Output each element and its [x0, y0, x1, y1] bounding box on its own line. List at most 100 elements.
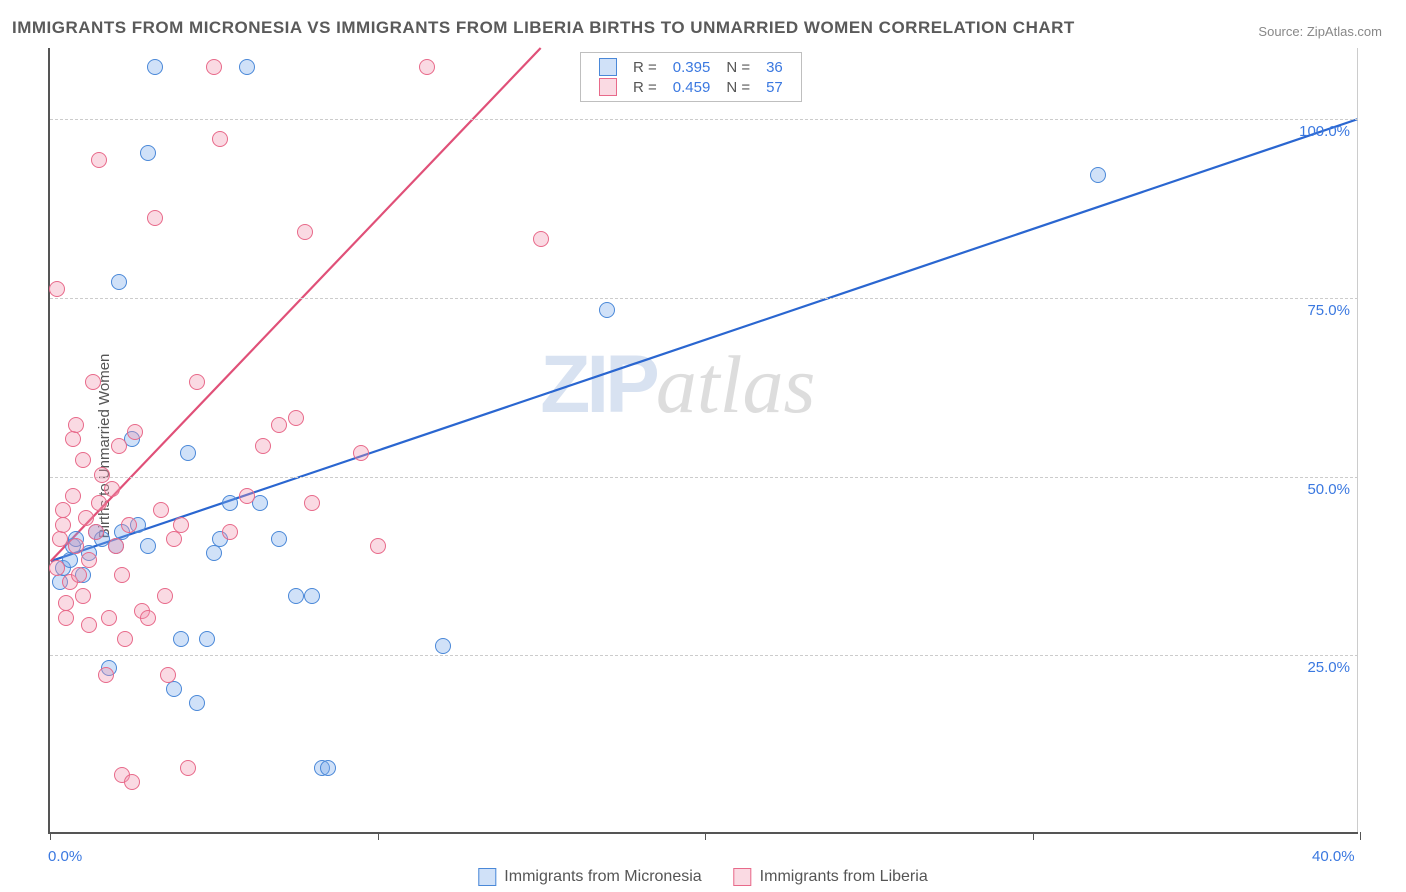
- data-point: [320, 760, 336, 776]
- data-point: [88, 524, 104, 540]
- data-point: [75, 452, 91, 468]
- data-point: [58, 595, 74, 611]
- data-point: [189, 695, 205, 711]
- data-point: [58, 610, 74, 626]
- data-point: [147, 210, 163, 226]
- data-point: [271, 417, 287, 433]
- data-point: [239, 59, 255, 75]
- data-point: [55, 502, 71, 518]
- data-point: [180, 760, 196, 776]
- y-tick-label: 25.0%: [1307, 659, 1350, 676]
- legend-item: Immigrants from Micronesia: [478, 868, 701, 886]
- n-value: 36: [758, 57, 791, 77]
- data-point: [65, 431, 81, 447]
- data-point: [173, 631, 189, 647]
- data-point: [55, 517, 71, 533]
- data-point: [370, 538, 386, 554]
- data-point: [222, 495, 238, 511]
- data-point: [288, 410, 304, 426]
- data-point: [140, 538, 156, 554]
- y-tick-label: 50.0%: [1307, 481, 1350, 498]
- correlation-row: R =0.395N =36: [591, 57, 791, 77]
- data-point: [81, 617, 97, 633]
- n-label: N =: [718, 57, 758, 77]
- data-point: [180, 445, 196, 461]
- data-point: [140, 610, 156, 626]
- data-point: [160, 667, 176, 683]
- data-point: [49, 560, 65, 576]
- source-attribution: Source: ZipAtlas.com: [1258, 24, 1382, 39]
- data-point: [147, 59, 163, 75]
- data-point: [199, 631, 215, 647]
- data-point: [189, 374, 205, 390]
- legend-swatch: [734, 868, 752, 886]
- data-point: [288, 588, 304, 604]
- data-point: [435, 638, 451, 654]
- data-point: [68, 538, 84, 554]
- data-point: [140, 145, 156, 161]
- data-point: [108, 538, 124, 554]
- y-tick-label: 100.0%: [1299, 123, 1350, 140]
- legend-swatch: [478, 868, 496, 886]
- scatter-plot-area: ZIPatlas R =0.395N =36R =0.459N =57 25.0…: [48, 48, 1358, 834]
- data-point: [212, 131, 228, 147]
- gridline: [50, 298, 1358, 299]
- data-point: [157, 588, 173, 604]
- x-tick: [1033, 832, 1034, 840]
- data-point: [65, 488, 81, 504]
- x-tick-label: 40.0%: [1312, 848, 1402, 865]
- gridline: [50, 655, 1358, 656]
- data-point: [121, 517, 137, 533]
- data-point: [222, 524, 238, 540]
- y-tick-label: 75.0%: [1307, 302, 1350, 319]
- trend-line: [51, 48, 541, 561]
- data-point: [114, 567, 130, 583]
- data-point: [111, 274, 127, 290]
- x-tick: [705, 832, 706, 840]
- gridline: [50, 477, 1358, 478]
- data-point: [255, 438, 271, 454]
- data-point: [78, 510, 94, 526]
- data-point: [127, 424, 143, 440]
- x-tick-label: 0.0%: [48, 848, 82, 865]
- series-legend: Immigrants from Micronesia Immigrants fro…: [478, 868, 927, 886]
- legend-label: Immigrants from Micronesia: [504, 868, 701, 886]
- source-label: Source:: [1258, 24, 1303, 39]
- correlation-table: R =0.395N =36R =0.459N =57: [591, 57, 791, 97]
- x-tick: [50, 832, 51, 840]
- data-point: [599, 302, 615, 318]
- data-point: [68, 417, 84, 433]
- data-point: [71, 567, 87, 583]
- trend-lines-layer: [50, 48, 1358, 832]
- data-point: [75, 588, 91, 604]
- data-point: [353, 445, 369, 461]
- x-tick: [378, 832, 379, 840]
- data-point: [117, 631, 133, 647]
- data-point: [271, 531, 287, 547]
- gridline: [50, 119, 1358, 120]
- r-label: R =: [625, 57, 665, 77]
- data-point: [111, 438, 127, 454]
- data-point: [85, 374, 101, 390]
- chart-title: IMMIGRANTS FROM MICRONESIA VS IMMIGRANTS…: [12, 18, 1075, 38]
- data-point: [166, 531, 182, 547]
- data-point: [419, 59, 435, 75]
- data-point: [1090, 167, 1106, 183]
- x-tick: [1360, 832, 1361, 840]
- legend-swatch: [599, 78, 617, 96]
- data-point: [124, 774, 140, 790]
- data-point: [304, 495, 320, 511]
- n-label: N =: [718, 77, 758, 97]
- data-point: [153, 502, 169, 518]
- data-point: [206, 545, 222, 561]
- legend-item: Immigrants from Liberia: [734, 868, 928, 886]
- data-point: [533, 231, 549, 247]
- data-point: [101, 610, 117, 626]
- data-point: [206, 59, 222, 75]
- data-point: [94, 467, 110, 483]
- data-point: [49, 281, 65, 297]
- data-point: [166, 681, 182, 697]
- r-value: 0.395: [665, 57, 719, 77]
- data-point: [91, 152, 107, 168]
- source-name: ZipAtlas.com: [1307, 24, 1382, 39]
